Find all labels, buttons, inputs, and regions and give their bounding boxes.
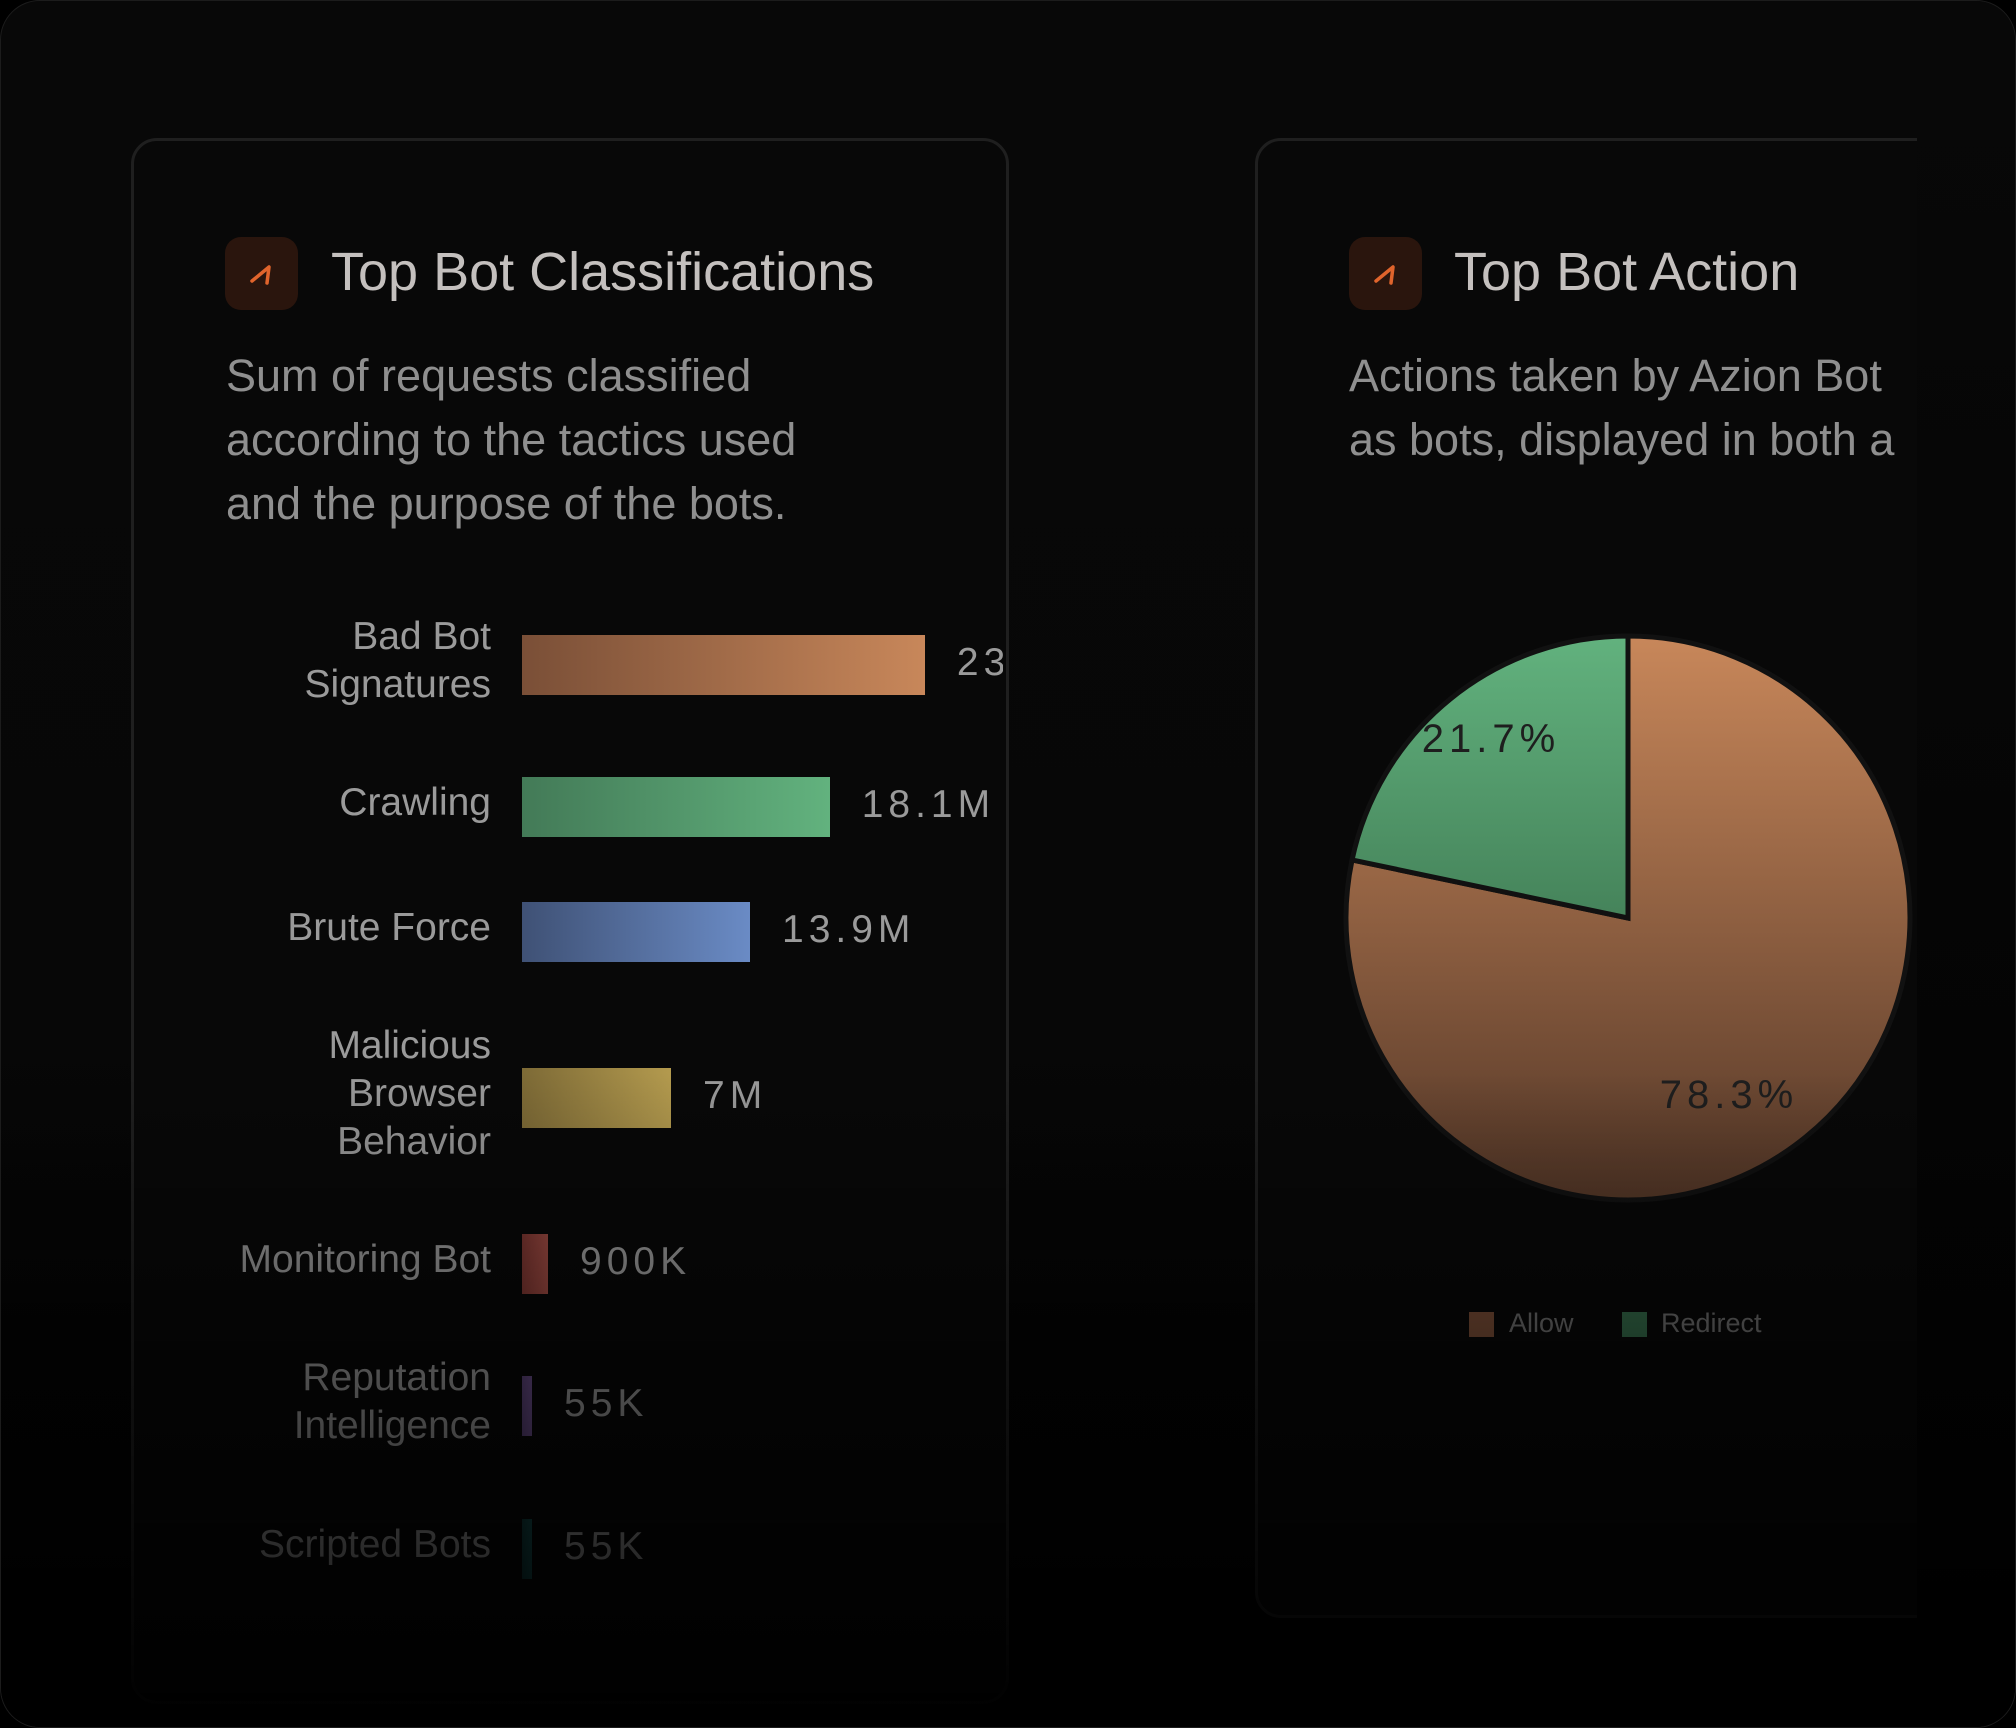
legend-swatch-redirect <box>1622 1312 1647 1337</box>
legend-label-redirect[interactable]: Redirect <box>1661 1308 1762 1338</box>
pie-slice-label: 78.3% <box>1660 1073 1798 1117</box>
viewport-clip <box>1917 1 2015 1727</box>
legend-swatch-allow <box>1469 1312 1494 1337</box>
legend-label-allow[interactable]: Allow <box>1509 1308 1574 1338</box>
pie-slice-label: 21.7% <box>1422 717 1560 761</box>
